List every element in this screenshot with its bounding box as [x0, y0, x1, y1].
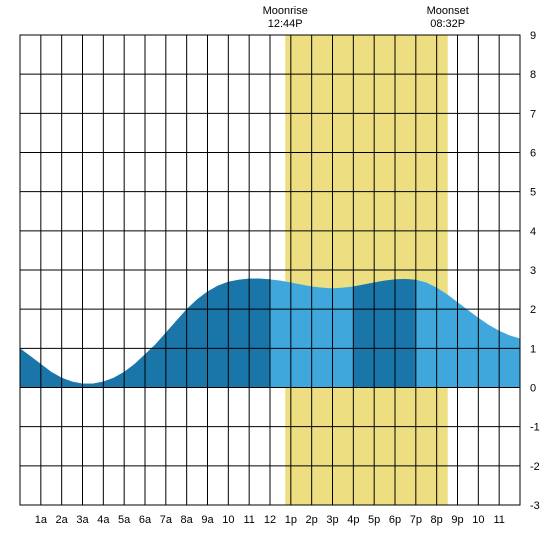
y-tick-label: 4 [530, 226, 536, 238]
y-tick-label: 0 [530, 383, 536, 395]
x-tick-label: 7a [160, 514, 173, 526]
moonrise-time: 12:44P [268, 18, 303, 30]
x-tick-label: 9p [451, 514, 463, 526]
y-tick-label: -2 [530, 461, 540, 473]
moonrise-label: Moonrise [263, 5, 308, 17]
x-tick-label: 5p [368, 514, 380, 526]
x-tick-label: 1p [285, 514, 297, 526]
x-tick-label: 8a [181, 514, 194, 526]
y-tick-label: 2 [530, 304, 536, 316]
x-tick-label: 3a [76, 514, 89, 526]
y-tick-label: 9 [530, 30, 536, 42]
x-tick-label: 2p [306, 514, 318, 526]
moonset-time: 08:32P [430, 18, 465, 30]
tide-area-dark-1 [353, 279, 416, 387]
moonset-label: Moonset [427, 5, 469, 17]
y-tick-label: 5 [530, 187, 536, 199]
x-tick-label: 7p [410, 514, 422, 526]
y-tick-label: 7 [530, 108, 536, 120]
x-tick-label: 6a [139, 514, 152, 526]
x-tick-label: 1a [35, 514, 48, 526]
x-tick-label: 4a [97, 514, 110, 526]
y-tick-label: 6 [530, 148, 536, 160]
x-tick-label: 10 [472, 514, 484, 526]
y-tick-label: -3 [530, 500, 540, 512]
x-tick-label: 6p [389, 514, 401, 526]
y-tick-label: 8 [530, 69, 536, 81]
x-tick-label: 8p [431, 514, 443, 526]
x-tick-label: 2a [56, 514, 69, 526]
x-tick-label: 10 [222, 514, 234, 526]
x-tick-label: 5a [118, 514, 131, 526]
x-tick-label: 9a [201, 514, 214, 526]
y-tick-label: -1 [530, 422, 540, 434]
x-tick-label: 11 [243, 514, 254, 526]
x-tick-label: 4p [347, 514, 359, 526]
x-tick-label: 11 [493, 514, 504, 526]
y-tick-label: 3 [530, 265, 536, 277]
y-tick-label: 1 [530, 343, 536, 355]
chart-svg: -3-2-101234567891a2a3a4a5a6a7a8a9a101112… [0, 0, 550, 550]
x-tick-label: 3p [326, 514, 338, 526]
tide-chart: -3-2-101234567891a2a3a4a5a6a7a8a9a101112… [0, 0, 550, 550]
x-tick-label: 12 [264, 514, 276, 526]
